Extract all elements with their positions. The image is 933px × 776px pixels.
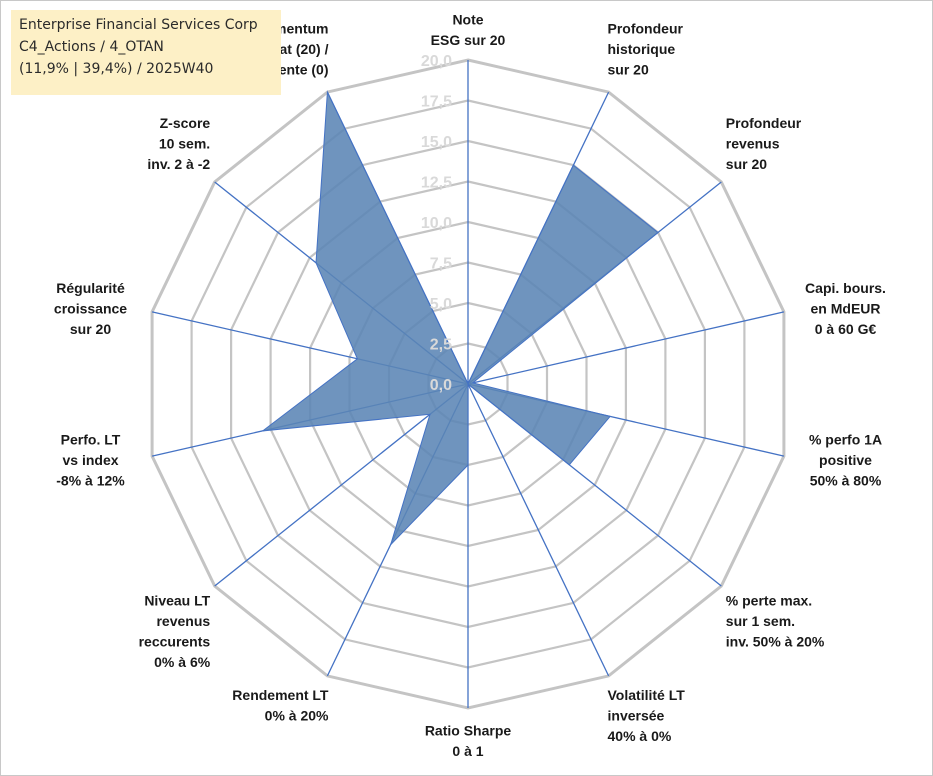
series-area [260,90,659,545]
axis-spoke [467,311,785,385]
axis-spoke [467,383,610,677]
axis-label: % perte max. sur 1 sem. inv. 50% à 20% [726,593,825,650]
axis-label: Ratio Sharpe 0 à 1 [425,723,512,760]
tick-label: 2,5 [430,337,452,354]
axis-label: Rendement LT 0% à 20% [232,687,329,724]
tick-label: 5,0 [430,296,452,313]
axis-label: Niveau LT revenus reccurents 0% à 6% [139,593,211,671]
axis-spoke [214,383,469,587]
axis-label: Perfo. LT vs index -8% à 12% [56,431,125,488]
info-line2: C4_Actions / 4_OTAN [19,39,164,55]
tick-label: 17,5 [421,94,452,111]
tick-label: 20,0 [421,53,452,70]
info-box: Enterprise Financial Services Corp C4_Ac… [11,10,281,95]
tick-label: 10,0 [421,215,452,232]
tick-label: 0,0 [430,377,452,394]
axis-label: Profondeur historique sur 20 [608,21,684,78]
info-company: Enterprise Financial Services Corp [19,17,258,33]
axis-label: Volatilité LT inversée 40% à 0% [608,687,686,744]
tick-label: 7,5 [430,256,452,273]
label-layer: Note ESG sur 20 Profondeur historique sur 20… [54,12,886,760]
series-layer [260,90,659,545]
info-line3: (11,9% | 39,4%) / 2025W40 [19,61,214,77]
axis-label: Capi. bours. en MdEUR 0 à 60 G€ [805,280,886,337]
axis-label: Z-score 10 sem. inv. 2 à -2 [147,115,210,172]
axis-label: % perfo 1A positive 50% à 80% [809,431,882,488]
axis-label: Régularité croissance sur 20 [54,280,127,337]
axis-label: Note ESG sur 20 [431,12,506,49]
tick-label: 12,5 [421,175,452,192]
tick-label: 15,0 [421,134,452,151]
tick-layer: 0,0 2,5 5,0 7,5 10,0 12,5 15,0 17,5 20,0 [421,53,452,394]
axis-label: Profondeur revenus sur 20 [726,115,802,172]
